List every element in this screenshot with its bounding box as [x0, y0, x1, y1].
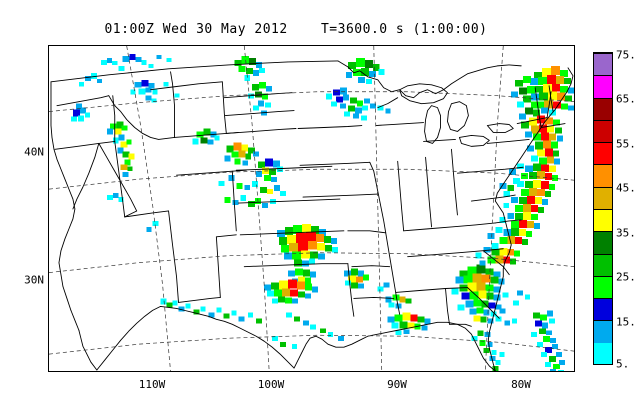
echo-group-northwest [78, 53, 172, 87]
colorbar-band-25-30 [594, 253, 612, 276]
colorbar-band-15-20 [594, 298, 612, 321]
map-outlines [50, 60, 574, 371]
plot-title: 01:00Z Wed 30 May 2012 T=3600.0 s (1:00:… [104, 22, 488, 37]
reflectivity-layer [70, 53, 574, 371]
colorbar-band-45-50 [594, 164, 612, 187]
colorbar-tick-25: 25. [616, 270, 636, 284]
echo-group-texas-gulf [272, 312, 344, 350]
colorbar-tick-5: 5. [616, 357, 630, 371]
echo-group-northern-plains [234, 55, 273, 116]
y-tick-label-40n: 40N [24, 145, 44, 159]
colorbar-band-65-70 [594, 75, 612, 98]
graticule-layer [49, 46, 574, 371]
y-tick-label-30n: 30N [24, 273, 44, 287]
colorbar-band-60-65 [594, 97, 612, 120]
colorbar-band-30-35 [594, 231, 612, 254]
colorbar-band-70-75 [594, 53, 612, 76]
x-tick-label-80w: 80W [511, 378, 531, 391]
echo-group-florida [471, 330, 505, 371]
colorbar-tick-75: 75. [616, 48, 636, 62]
echo-group-great-basin [70, 103, 159, 232]
echo-group-great-lakes [325, 57, 391, 121]
colorbar-tick-65: 65. [616, 92, 636, 106]
echo-group-northern-rockies [130, 79, 180, 103]
reflectivity-colorbar [593, 52, 613, 365]
colorbar-band-40-45 [594, 186, 612, 210]
colorbar-tick-55: 55. [616, 137, 636, 151]
colorbar-band-35-40 [594, 209, 612, 232]
colorbar-tick-15: 15. [616, 315, 636, 329]
echo-group-northeast-squall-line [475, 65, 574, 266]
colorbar-tick-45: 45. [616, 181, 636, 195]
x-tick-label-110w: 110W [138, 378, 166, 391]
colorbar-band-50-55 [594, 142, 612, 165]
map-svg [49, 46, 574, 371]
x-tick-label-90w: 90W [387, 378, 407, 391]
colorbar-band-20-25 [594, 275, 612, 299]
colorbar-band-55-60 [594, 119, 612, 143]
x-tick-label-100w: 100W [257, 378, 285, 391]
colorbar-band-5-10 [594, 342, 612, 364]
echo-group-high-plains [192, 128, 287, 209]
echo-group-southern-plains [264, 223, 369, 304]
colorbar-tick-35: 35. [616, 226, 636, 240]
echo-group-southeast [451, 264, 531, 326]
map-plot-area [48, 45, 575, 372]
echo-group-atlantic [531, 310, 566, 371]
echo-group-gulf-coast [377, 282, 431, 336]
echo-group-southwest [160, 298, 263, 324]
colorbar-band-10-15 [594, 320, 612, 343]
